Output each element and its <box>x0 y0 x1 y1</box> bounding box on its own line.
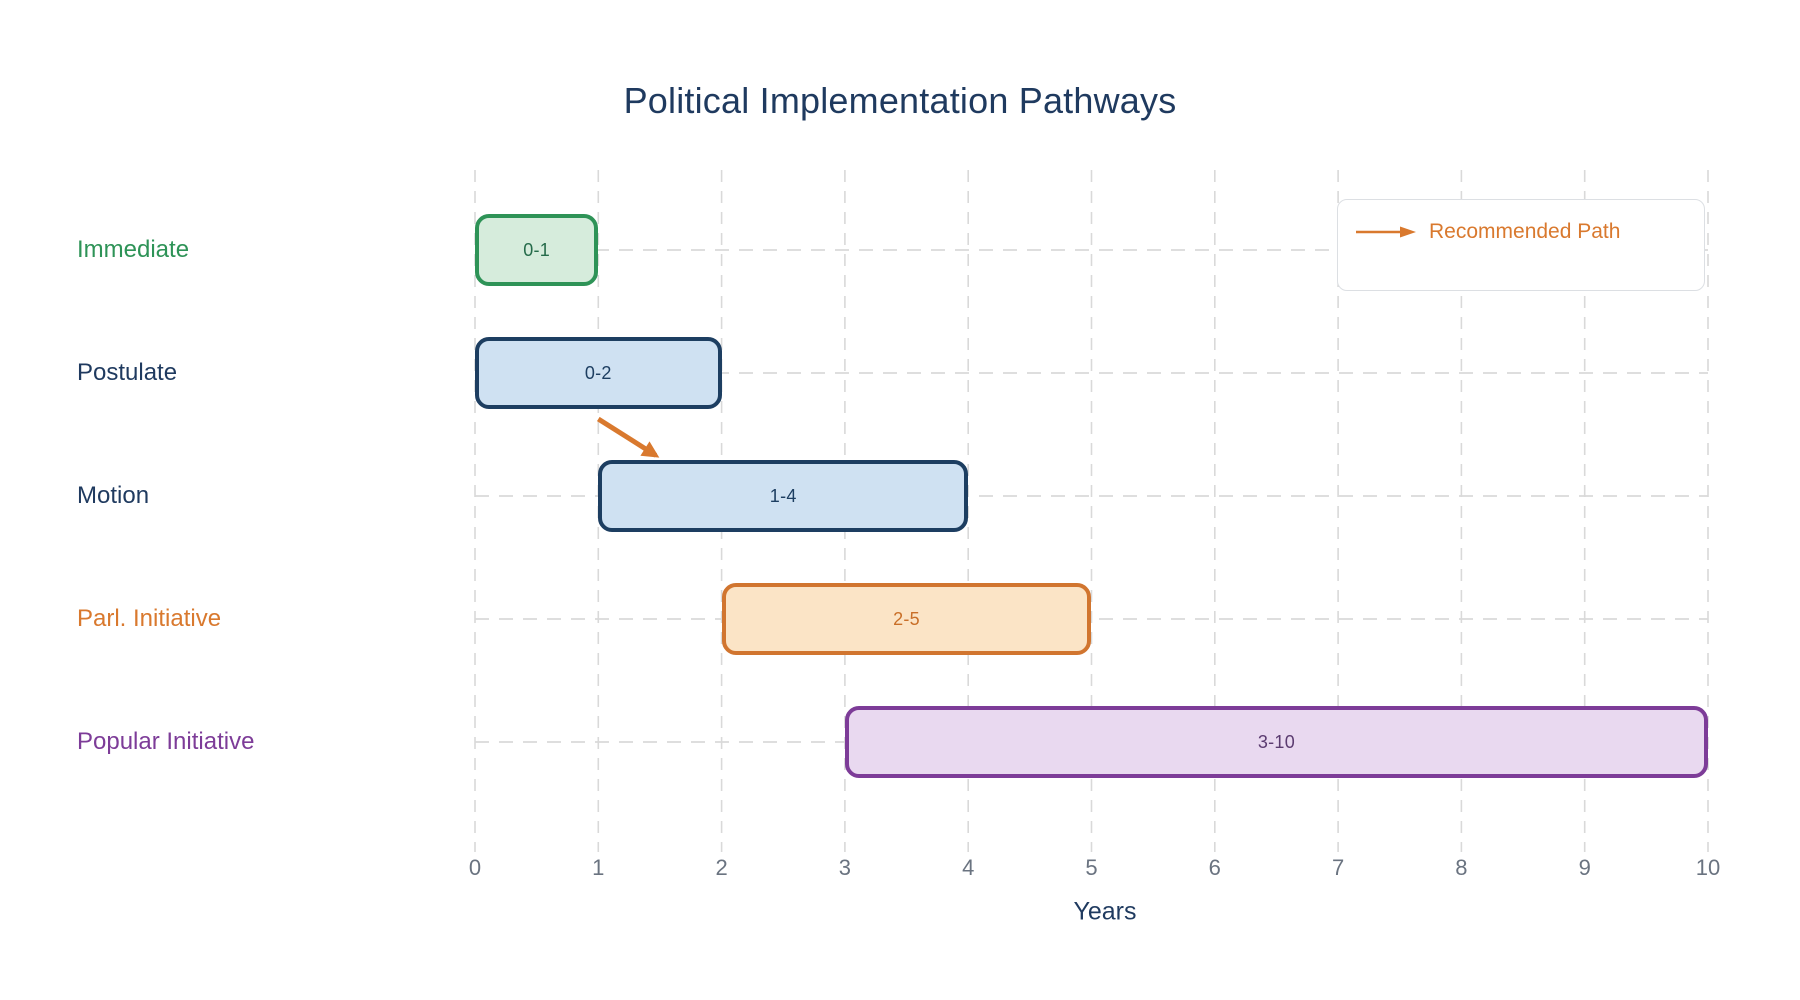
legend-entry: Recommended Path <box>1354 220 1704 244</box>
x-tick-label: 6 <box>1208 855 1221 880</box>
legend-label: Recommended Path <box>1429 220 1621 243</box>
x-tick-label: 5 <box>1085 855 1098 880</box>
bar-range-label: 2-5 <box>893 608 920 629</box>
x-tick-label: 1 <box>592 855 605 880</box>
task-bar-immediate: 0-1 <box>475 214 599 286</box>
x-axis-title: Years <box>1073 897 1137 926</box>
row-label-immediate: Immediate <box>77 236 190 263</box>
legend-box: Recommended Path <box>1337 199 1705 291</box>
bar-range-label: 3-10 <box>1257 731 1296 752</box>
task-bar-motion: 1-4 <box>598 460 969 532</box>
task-bar-postulate: 0-2 <box>475 337 722 409</box>
x-tick-label: 0 <box>468 855 482 880</box>
x-tick-label: 4 <box>962 855 975 880</box>
task-bar-popular-initiative: 3-10 <box>844 706 1708 778</box>
x-tick-label: 9 <box>1578 855 1591 880</box>
row-label-postulate: Postulate <box>77 359 178 386</box>
chart-title: Political Implementation Pathways <box>623 80 1177 121</box>
task-bar-parl-initiative: 2-5 <box>721 583 1092 655</box>
bar-range-label: 0-2 <box>584 362 612 383</box>
x-tick-label: 2 <box>715 855 728 880</box>
row-label-motion: Motion <box>77 482 150 509</box>
row-label-parl-initiative: Parl. Initiative <box>77 605 222 632</box>
bar-range-label: 0-1 <box>523 239 551 260</box>
x-tick-label: 3 <box>838 855 852 880</box>
x-tick-label: 10 <box>1695 855 1721 880</box>
x-tick-label: 7 <box>1331 855 1345 880</box>
row-label-popular-initiative: Popular Initiative <box>77 728 255 755</box>
recommended-path-arrow <box>596 416 660 458</box>
recommended-path-arrow-icon <box>1356 226 1416 238</box>
bar-range-label: 1-4 <box>769 485 797 506</box>
recommended-path-annotation <box>596 416 660 458</box>
x-tick-label: 8 <box>1455 855 1468 880</box>
